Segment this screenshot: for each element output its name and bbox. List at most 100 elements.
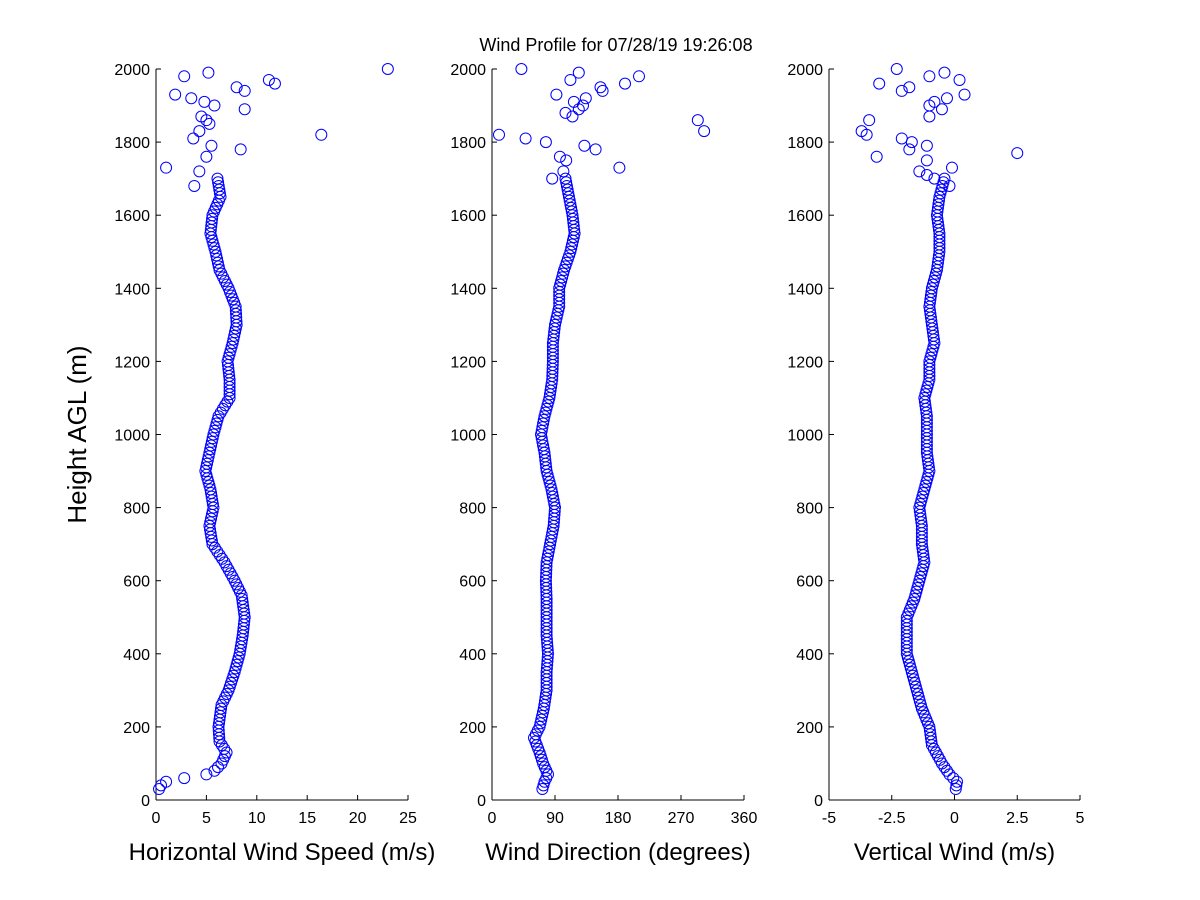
- data-point: [920, 139, 933, 152]
- data-point: [895, 84, 908, 97]
- x-tick-label: 0: [950, 810, 959, 827]
- data-point: [262, 73, 275, 86]
- data-point: [231, 655, 244, 668]
- data-point: [556, 271, 569, 284]
- data-point: [951, 775, 964, 788]
- y-tick-label: 400: [459, 647, 486, 664]
- data-point: [926, 344, 939, 357]
- data-point: [940, 92, 953, 105]
- data-point: [911, 688, 924, 701]
- data-series-direction: [493, 63, 711, 796]
- data-point: [594, 81, 607, 94]
- data-point: [544, 479, 557, 492]
- data-point: [546, 486, 559, 499]
- data-point: [564, 73, 577, 86]
- data-point: [202, 66, 215, 79]
- data-point: [914, 497, 927, 510]
- data-point: [890, 63, 903, 75]
- data-point: [195, 110, 208, 123]
- data-point: [215, 739, 228, 752]
- data-point: [560, 176, 573, 189]
- data-point: [238, 84, 251, 97]
- data-point: [912, 691, 925, 704]
- data-point: [908, 677, 921, 690]
- y-tick-label: 0: [141, 793, 150, 810]
- data-point: [493, 128, 505, 141]
- data-point: [542, 472, 555, 485]
- data-point: [200, 150, 213, 163]
- data-point: [919, 388, 932, 401]
- data-point: [906, 669, 919, 682]
- data-point: [921, 380, 934, 393]
- data-point: [589, 143, 602, 156]
- data-point: [553, 150, 566, 163]
- data-point: [229, 662, 242, 675]
- data-point: [566, 110, 579, 123]
- data-point: [178, 70, 191, 83]
- data-point: [554, 278, 567, 291]
- data-point: [915, 567, 928, 580]
- y-tick-label: 1200: [787, 354, 823, 371]
- data-point: [949, 783, 962, 796]
- data-point: [210, 417, 223, 430]
- x-tick-label: 25: [399, 810, 417, 827]
- data-point: [222, 351, 235, 364]
- data-point: [543, 476, 556, 489]
- data-point: [550, 88, 563, 101]
- y-tick-label: 2000: [114, 62, 150, 79]
- data-point: [188, 179, 201, 192]
- data-point: [268, 77, 281, 90]
- y-tick-label: 1400: [787, 281, 823, 298]
- y-tick-label: 0: [814, 793, 823, 810]
- data-point: [923, 724, 936, 737]
- data-point: [206, 212, 219, 225]
- data-point: [596, 84, 609, 97]
- data-point: [572, 66, 585, 79]
- x-tick-label: 90: [546, 810, 564, 827]
- data-point: [208, 424, 221, 437]
- data-point: [236, 592, 249, 605]
- data-point: [920, 476, 933, 489]
- data-point: [691, 114, 704, 127]
- data-point: [945, 161, 958, 174]
- x-tick-label: 0: [488, 810, 497, 827]
- data-point: [381, 63, 394, 75]
- data-point: [903, 658, 916, 671]
- data-point: [541, 399, 554, 412]
- y-tick-label: 600: [123, 574, 150, 591]
- data-point: [934, 187, 947, 200]
- data-point: [579, 92, 592, 105]
- y-tick-label: 1800: [787, 135, 823, 152]
- data-point: [918, 483, 931, 496]
- data-point: [539, 136, 552, 149]
- data-point: [873, 77, 886, 90]
- data-point: [203, 117, 216, 130]
- data-point: [909, 680, 922, 693]
- x-tick-label: -2.5: [878, 810, 906, 827]
- data-point: [160, 775, 173, 788]
- x-tick-label: -5: [822, 810, 836, 827]
- x-tick-label: 20: [349, 810, 367, 827]
- data-point: [947, 772, 960, 785]
- x-tick-label: 360: [731, 810, 758, 827]
- data-point: [555, 274, 568, 287]
- data-point: [924, 728, 937, 741]
- data-point: [920, 154, 933, 167]
- y-tick-label: 1600: [787, 208, 823, 225]
- data-point: [208, 99, 221, 112]
- y-tick-label: 400: [123, 647, 150, 664]
- data-point: [223, 348, 236, 361]
- data-point: [1011, 147, 1024, 160]
- data-point: [915, 494, 928, 507]
- data-point: [924, 351, 937, 364]
- data-point: [559, 106, 572, 119]
- data-point: [224, 344, 237, 357]
- data-point: [900, 614, 913, 627]
- data-point: [208, 242, 221, 255]
- data-point: [202, 476, 215, 489]
- data-point: [905, 666, 918, 679]
- y-tick-label: 400: [796, 647, 823, 664]
- data-point: [209, 421, 222, 434]
- data-point: [232, 651, 245, 664]
